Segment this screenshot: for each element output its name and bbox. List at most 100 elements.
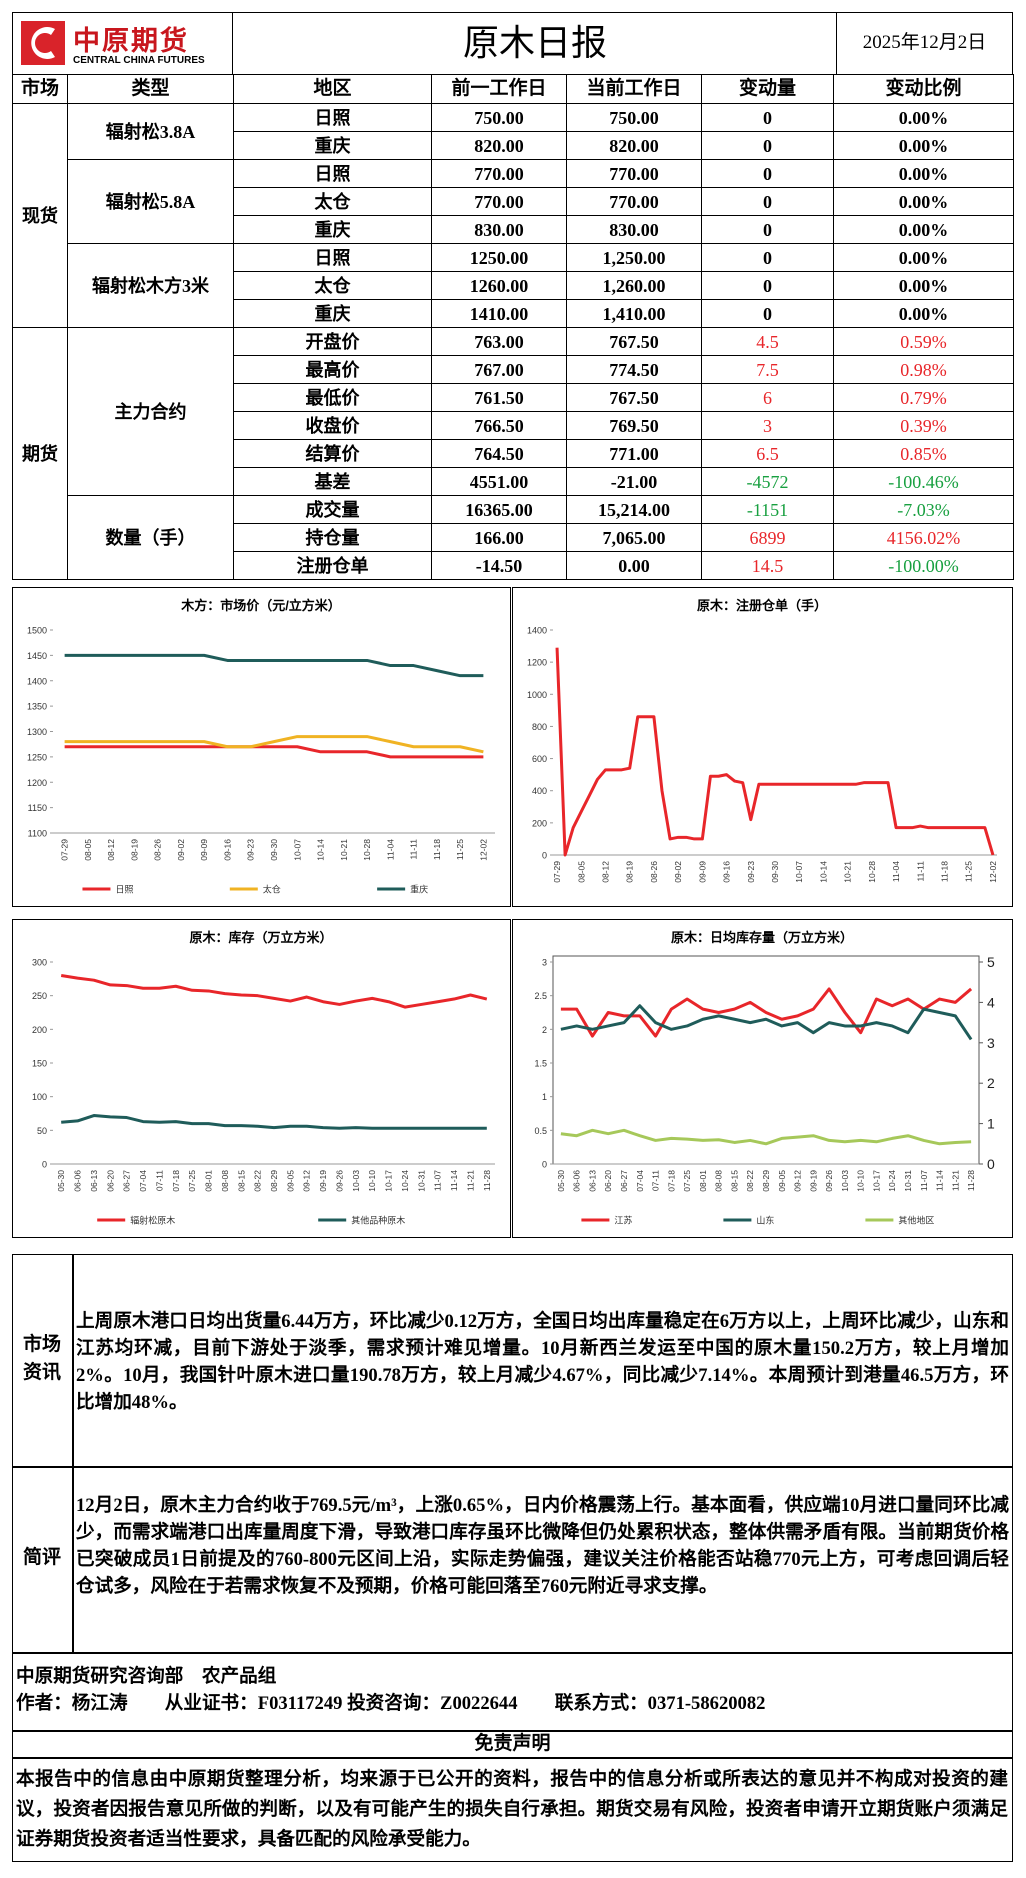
value-cell: 0.00% [833,131,1014,160]
x-tick-label: 08-12 [106,839,116,861]
x-tick-label: 09-16 [722,861,732,883]
value-cell: 0 [701,271,834,300]
x-tick-label: 08-01 [698,1170,708,1192]
x-tick-label: 08-22 [253,1170,263,1192]
value-cell: -7.03% [833,495,1014,524]
value-cell: 770.00 [566,159,702,188]
x-tick-label: 09-05 [285,1170,295,1192]
chart: 原木：库存（万立方米） 0 50 100 150 200 250 300 05-30 06-06 0… [32,930,495,1226]
legend-label: 重庆 [410,884,428,895]
value-cell: 771.00 [566,439,702,468]
x-tick-label: 09-26 [334,1170,344,1192]
section-label: 简评 [22,1547,61,1568]
x-tick-label: 10-24 [400,1170,410,1192]
y-tick-label: 300 [32,958,47,968]
x-tick-label: 10-14 [316,839,326,861]
chart-panel: 原木：注册仓单（手） 0 200 400 600 800 1000 1200 1400 07-29… [512,587,1013,907]
x-tick-label: 06-20 [603,1170,613,1192]
region-cell: 太仓 [233,187,432,216]
series-line [560,1004,973,1041]
legend-label: 辐射松原木 [130,1215,175,1226]
y-tick-label: 150 [32,1059,47,1069]
value-cell: -4572 [701,467,834,496]
series-line [60,973,488,1009]
x-tick-label: 08-29 [761,1170,771,1192]
value-cell: 767.00 [431,355,567,384]
value-cell: 4551.00 [431,467,567,496]
report-title: 原木日报 [462,23,607,63]
x-tick-label: 09-26 [824,1170,834,1192]
value-cell: 1,260.00 [566,271,702,300]
table-row: 注册仓单 -14.50 0.00 14.5 -100.00% [13,551,1014,580]
value-cell: 0 [701,187,834,216]
value-cell: -14.50 [431,551,567,580]
report-date: 2025年12月2日 [836,12,1013,75]
x-tick-label: 09-12 [793,1170,803,1192]
x-tick-label: 07-18 [171,1170,181,1192]
value-cell: 0.00% [833,243,1014,272]
news-text: 上周原木港口日均出货量6.44万方，环比减少0.12万方，全国日均出库量稳定在6… [76,1311,1009,1413]
x-tick-label: 08-15 [236,1170,246,1192]
value-cell: 4.5 [701,327,834,356]
section-label: 市场资讯 [22,1334,61,1383]
value-cell: 761.50 [431,383,567,412]
x-tick-label: 11-07 [919,1170,929,1191]
market-cell: 期货 [12,327,68,580]
value-cell: 820.00 [431,131,567,160]
value-cell: 750.00 [431,103,567,132]
comment-text: 12月2日，原木主力合约收于769.5元/m³，上涨0.65%，日内价格震荡上行… [76,1495,1009,1597]
legend-label: 山东 [756,1215,774,1226]
y-tick-label: 1100 [28,829,47,839]
chart-title: 原木：库存（万立方米） [189,930,332,945]
x-tick-label: 09-30 [770,861,780,883]
x-tick-label: 08-08 [220,1170,230,1192]
value-cell: -21.00 [566,467,702,496]
series-line [64,735,484,754]
value-cell: 766.50 [431,411,567,440]
table-row: 最高价 767.00 774.50 7.5 0.98% [13,355,1014,384]
y-tick-label: 3 [542,958,547,968]
value-cell: 0.00% [833,103,1014,132]
x-tick-label: 11-04 [385,839,395,860]
value-cell: 14.5 [701,551,834,580]
region-cell: 开盘价 [233,327,432,356]
table-row: 期货 主力合约 开盘价 763.00 767.50 4.5 0.59% [12,327,1014,580]
y-tick-label: 250 [32,991,47,1001]
x-tick-label: 10-24 [887,1170,897,1192]
value-cell: 15,214.00 [566,495,702,524]
x-tick-label: 11-25 [455,839,465,860]
value-cell: -100.00% [833,551,1014,580]
region-cell: 太仓 [233,271,432,300]
column-header: 前一工作日 [431,74,567,104]
x-tick-label: 08-08 [714,1170,724,1192]
y-tick-label: 1500 [27,626,47,636]
type-cell: 主力合约 [67,327,234,496]
chart-panel: 原木：库存（万立方米） 0 50 100 150 200 250 300 05-30 06-06 0… [12,919,511,1238]
x-tick-label: 06-06 [572,1170,582,1192]
x-tick-label: 08-05 [83,839,93,861]
value-cell: 767.50 [566,383,702,412]
x-tick-label: 11-14 [449,1170,459,1191]
x-tick-label: 10-17 [384,1170,394,1192]
x-tick-label: 08-01 [204,1170,214,1192]
region-cell: 重庆 [233,131,432,160]
chart-panel: 原木：日均库存量（万立方米） 0 0.5 1 1.5 2 2.5 3 0 1 2 3 4 5 05-30 06… [512,919,1013,1238]
divider [12,1652,1013,1654]
y-tick-label: 800 [532,722,547,732]
disclaimer-text: 本报告中的信息由中原期货整理分析，均来源于已公开的资料，报告中的信息分析或所表达… [16,1769,1008,1850]
value-cell: 0.00% [833,271,1014,300]
column-header: 当前工作日 [566,74,702,104]
y-tick-label: 1150 [28,803,47,813]
value-cell: 0.59% [833,327,1014,356]
value-cell: 0 [701,159,834,188]
value-cell: 830.00 [566,215,702,244]
y-tick-label: 1 [542,1092,547,1102]
x-tick-label: 10-03 [351,1170,361,1192]
x-tick-label: 08-15 [729,1170,739,1192]
value-cell: -1151 [701,495,834,524]
x-tick-label: 06-13 [587,1170,597,1192]
y2-tick-label: 5 [987,954,995,970]
value-cell: 0.00 [566,551,702,580]
type-cell: 辐射松5.8A [67,159,234,244]
